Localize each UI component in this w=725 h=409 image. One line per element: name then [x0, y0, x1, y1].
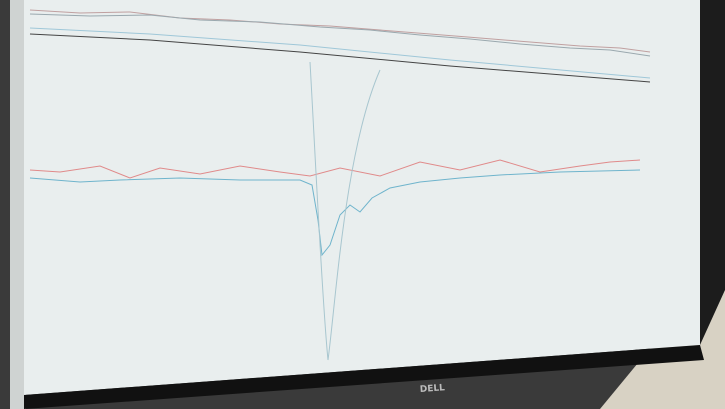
- right-bezel: [700, 0, 725, 345]
- scene: DELL: [0, 0, 725, 409]
- brand-logo: DELL: [420, 383, 446, 395]
- wall: [10, 0, 26, 409]
